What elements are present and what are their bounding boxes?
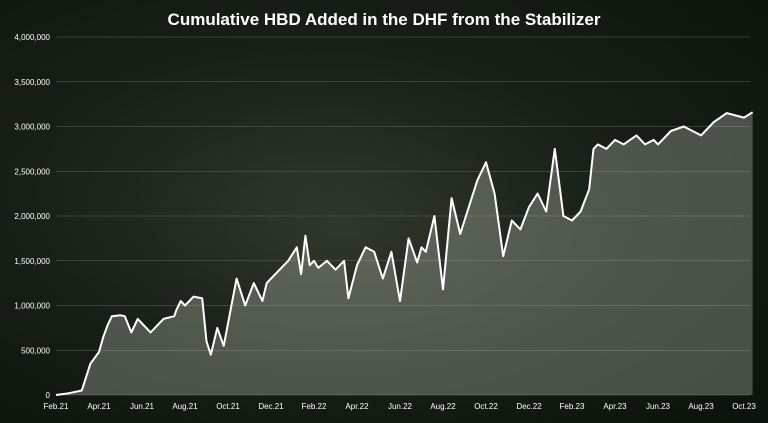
x-tick-label: Oct.23 [732, 402, 756, 411]
x-tick-label: Oct.21 [216, 402, 240, 411]
y-axis: 0 500,000 1,000,000 1,500,000 2,000,000 2,500… [14, 33, 50, 400]
y-tick-label: 4,000,000 [14, 33, 50, 42]
x-tick-label: Jun.21 [130, 402, 155, 411]
x-tick-label: Aug.22 [430, 402, 456, 411]
y-tick-label: 500,000 [21, 346, 50, 355]
x-tick-label: Feb.22 [302, 402, 327, 411]
y-tick-label: 1,000,000 [14, 302, 50, 311]
x-tick-label: Feb.23 [560, 402, 585, 411]
y-tick-label: 2,000,000 [14, 212, 50, 221]
y-tick-label: 2,500,000 [14, 167, 50, 176]
series-area [56, 112, 753, 395]
grid-layer [56, 36, 750, 396]
x-tick-label: Jun.22 [388, 402, 413, 411]
x-tick-label: Feb.21 [44, 402, 69, 411]
x-tick-label: Jun.23 [646, 402, 671, 411]
x-tick-label: Aug.23 [688, 402, 714, 411]
y-tick-label: 3,000,000 [14, 123, 50, 132]
y-tick-label: 0 [46, 391, 51, 400]
x-tick-label: Dec.22 [516, 402, 542, 411]
x-tick-label: Oct.22 [474, 402, 498, 411]
x-axis: Feb.21 Apr.21 Jun.21 Aug.21 Oct.21 Dec.21 Feb.… [44, 402, 757, 411]
x-tick-label: Apr.22 [345, 402, 369, 411]
x-tick-label: Aug.21 [172, 402, 198, 411]
y-tick-label: 1,500,000 [14, 257, 50, 266]
y-tick-label: 3,500,000 [14, 78, 50, 87]
chart-title: Cumulative HBD Added in the DHF from the… [168, 10, 601, 29]
x-tick-label: Apr.23 [603, 402, 627, 411]
series-line [55, 111, 754, 396]
x-tick-label: Dec.21 [258, 402, 284, 411]
x-tick-label: Apr.21 [87, 402, 111, 411]
